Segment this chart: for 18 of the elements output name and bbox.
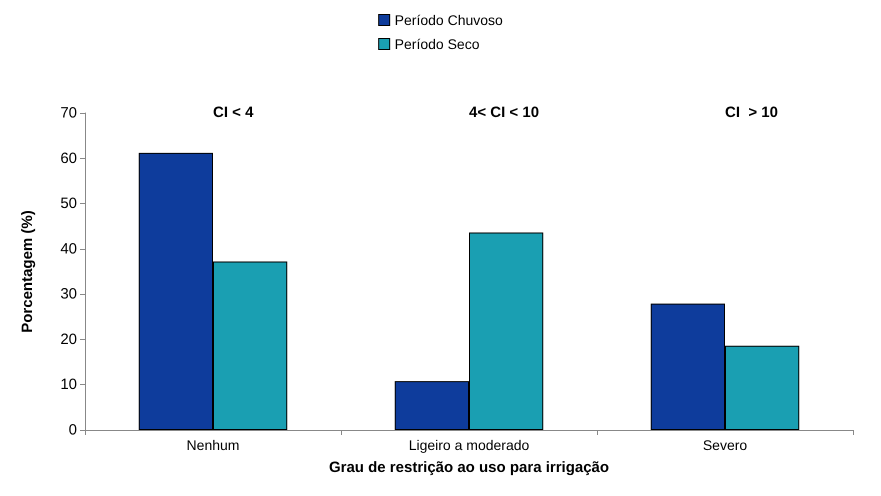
y-tick-label: 40 (60, 240, 77, 258)
x-axis-title: Grau de restrição ao uso para irrigação (328, 459, 610, 476)
annotation: CI < 4 (213, 104, 254, 121)
x-tick-label: Severo (702, 437, 748, 453)
annotation: CI > 10 (724, 104, 778, 121)
x-tick-label: Nenhum (186, 437, 240, 453)
y-tick-label: 10 (60, 376, 77, 394)
legend-label: Período Chuvoso (394, 12, 504, 28)
y-tick-label: 50 (60, 195, 77, 212)
y-tick-label: 30 (60, 286, 77, 303)
annotation: 4< CI < 10 (468, 104, 540, 121)
y-tick-label: 0 (68, 422, 77, 438)
y-tick-label: 60 (60, 150, 77, 167)
legend-label: Período Seco (394, 36, 480, 52)
y-tick-label: 20 (60, 330, 77, 348)
y-tick-label: 70 (60, 104, 77, 122)
y-axis-title: Porcentagem (%) (19, 210, 36, 333)
x-tick-label: Ligeiro a moderado (408, 437, 530, 453)
